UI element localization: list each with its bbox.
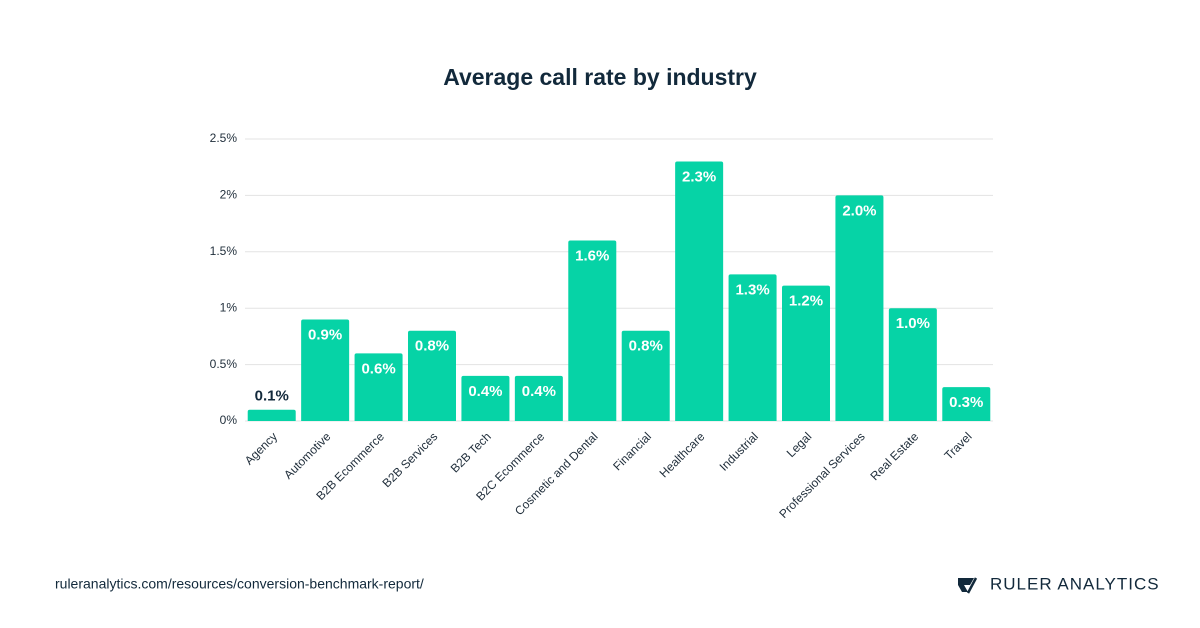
bar: [835, 195, 884, 421]
bar: [514, 375, 563, 421]
bar: [675, 161, 724, 421]
x-tick-label: Financial: [610, 429, 654, 473]
brand-logo: [958, 577, 978, 594]
value-label: 1.6%: [575, 247, 609, 264]
value-label: 0.3%: [949, 394, 983, 411]
logo-mark: [958, 578, 974, 592]
y-tick-label: 0%: [220, 413, 238, 427]
y-tick-label: 0.5%: [210, 357, 238, 371]
x-tick-label: Industrial: [717, 429, 761, 473]
x-tick-label: Travel: [941, 429, 974, 462]
value-label: 1.2%: [789, 293, 823, 310]
bar: [621, 330, 670, 421]
bar: [728, 274, 777, 421]
x-tick-label: Healthcare: [657, 429, 708, 480]
bar: [247, 409, 296, 421]
bar: [942, 387, 991, 421]
value-label: 2.3%: [682, 169, 716, 186]
bar: [461, 375, 510, 421]
bar: [408, 330, 456, 421]
logo-slash: [966, 577, 978, 594]
x-tick-label: Legal: [784, 429, 815, 460]
bar: [354, 353, 403, 421]
x-tick-label: Real Estate: [867, 429, 921, 483]
y-tick-label: 1%: [220, 300, 238, 314]
value-label: 0.4%: [522, 383, 556, 400]
bar: [568, 240, 617, 421]
brand-name: RULER ANALYTICS: [990, 574, 1160, 593]
x-tick-label: Automotive: [281, 429, 334, 482]
x-tick-label: B2B Services: [380, 429, 441, 490]
value-label: 2.0%: [842, 202, 876, 219]
value-label: 0.6%: [361, 360, 395, 377]
y-tick-label: 2.5%: [210, 131, 238, 145]
value-label: 0.8%: [415, 338, 449, 355]
x-tick-label: B2B Tech: [448, 429, 494, 475]
y-tick-label: 1.5%: [210, 244, 238, 258]
bar: [888, 308, 937, 421]
bar: [782, 285, 830, 421]
source-url: ruleranalytics.com/resources/conversion-…: [55, 576, 424, 592]
bar: [301, 319, 350, 421]
value-label: 0.4%: [468, 383, 502, 400]
value-label: 0.8%: [629, 338, 663, 355]
value-label: 0.9%: [308, 326, 342, 343]
chart-title: Average call rate by industry: [443, 64, 757, 90]
value-label: 1.0%: [896, 315, 930, 332]
x-tick-label: Agency: [242, 429, 280, 467]
y-tick-label: 2%: [220, 188, 238, 202]
value-label: 1.3%: [735, 281, 769, 298]
value-label: 0.1%: [255, 388, 289, 405]
